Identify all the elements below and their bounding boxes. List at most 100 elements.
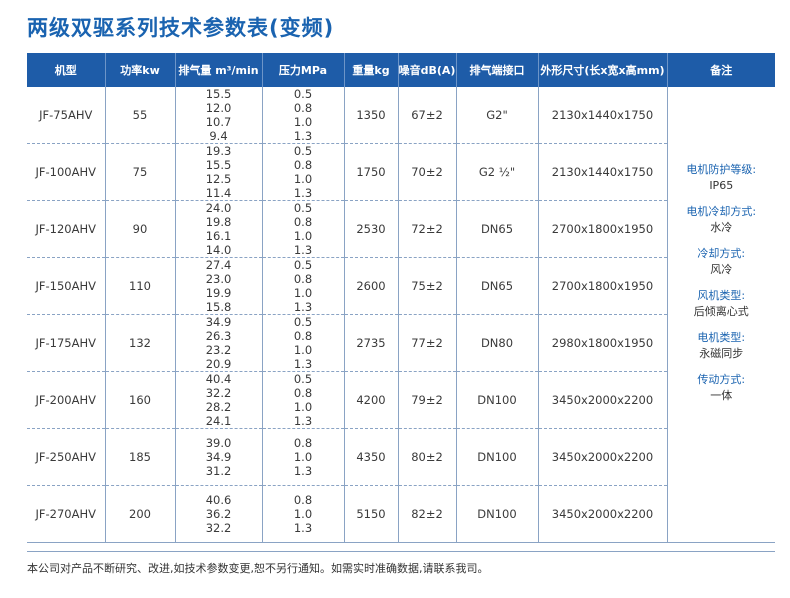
table-row: JF-100AHV 75 19.3 15.5 12.5 11.4 0.5 0.8 1.0 1.3 1… [27, 143, 775, 201]
cell-pressure: 0.5 0.8 1.0 1.3 [261, 200, 344, 258]
table-row: JF-120AHV 90 24.0 19.8 16.1 14.0 0.5 0.8 1.0 1.3 2… [27, 200, 775, 258]
cell-flow: 34.9 26.3 23.2 20.9 [174, 314, 262, 372]
cell-model: JF-250AHV [27, 428, 105, 486]
cell-pressure: 0.5 0.8 1.0 1.3 [261, 143, 344, 201]
cell-pressure-value: 0.5 [293, 144, 313, 158]
cell-flow-value: 32.2 [205, 521, 232, 535]
note-value: 后倾离心式 [693, 305, 749, 318]
cell-flow-value: 24.1 [205, 414, 232, 428]
note-label: 传动方式: [697, 373, 746, 386]
cell-pressure-value: 1.3 [293, 186, 313, 200]
cell-weight: 2530 [343, 200, 398, 258]
cell-power: 185 [104, 428, 175, 486]
cell-flow-value: 27.4 [205, 258, 232, 272]
table-row: JF-75AHV 55 15.5 12.0 10.7 9.4 0.5 0.8 1.0 1.3 135… [27, 87, 775, 543]
cell-port: DN100 [455, 371, 538, 429]
cell-pressure-value: 0.8 [293, 386, 313, 400]
cell-flow: 40.6 36.2 32.2 [174, 485, 262, 543]
cell-model: JF-150AHV [27, 257, 105, 315]
table-row: JF-175AHV 132 34.9 26.3 23.2 20.9 0.5 0.8 1.0 1.3… [27, 314, 775, 372]
cell-power: 110 [104, 257, 175, 315]
cell-pressure: 0.5 0.8 1.0 1.3 [261, 314, 344, 372]
cell-pressure-value: 0.8 [293, 272, 313, 286]
cell-pressure-value: 1.0 [293, 115, 313, 129]
cell-pressure-value: 0.5 [293, 315, 313, 329]
cell-dims: 3450x2000x2200 [537, 428, 667, 486]
cell-flow-value: 23.2 [205, 343, 232, 357]
cell-dims: 3450x2000x2200 [537, 371, 667, 429]
cell-pressure-value: 1.3 [293, 464, 313, 478]
cell-flow-value: 19.8 [205, 215, 232, 229]
cell-flow: 40.4 32.2 28.2 24.1 [174, 371, 262, 429]
table-row: JF-270AHV 200 40.6 36.2 32.2 0.8 1.0 1.3 5150 82±… [27, 485, 775, 543]
cell-noise: 77±2 [397, 314, 456, 372]
cell-flow-value: 16.1 [205, 229, 232, 243]
note-value: 水冷 [710, 221, 733, 234]
cell-flow-value: 14.0 [205, 243, 232, 257]
cell-noise: 79±2 [397, 371, 456, 429]
cell-flow-value: 19.3 [205, 144, 232, 158]
header-flow: 排气量 m³/min [174, 53, 262, 87]
cell-noise: 82±2 [397, 485, 456, 543]
cell-pressure: 0.5 0.8 1.0 1.3 [261, 257, 344, 315]
cell-flow-value: 40.6 [205, 493, 232, 507]
cell-flow: 15.5 12.0 10.7 9.4 [174, 87, 262, 144]
cell-pressure-value: 0.8 [293, 158, 313, 172]
note-item: 传动方式: 一体 [668, 372, 776, 404]
note-value: IP65 [709, 179, 734, 192]
note-item: 电机冷却方式: 水冷 [668, 204, 776, 236]
cell-model: JF-100AHV [27, 143, 105, 201]
cell-flow-value: 24.0 [205, 201, 232, 215]
note-label: 冷却方式: [697, 247, 746, 260]
cell-pressure-value: 0.8 [293, 329, 313, 343]
note-label: 电机冷却方式: [686, 205, 757, 218]
cell-pressure-value: 1.3 [293, 414, 313, 428]
cell-weight: 2600 [343, 257, 398, 315]
cell-dims: 2980x1800x1950 [537, 314, 667, 372]
cell-pressure-value: 1.0 [293, 400, 313, 414]
cell-power: 55 [104, 87, 175, 144]
cell-port: DN100 [455, 485, 538, 543]
cell-pressure-value: 0.8 [293, 101, 313, 115]
cell-weight: 5150 [343, 485, 398, 543]
cell-noise: 80±2 [397, 428, 456, 486]
note-value: 永磁同步 [699, 347, 744, 360]
cell-noise: 70±2 [397, 143, 456, 201]
page-title: 两级双驱系列技术参数表(变频) [27, 16, 335, 40]
cell-pressure-value: 0.5 [293, 87, 313, 101]
cell-power: 75 [104, 143, 175, 201]
cell-model: JF-270AHV [27, 485, 105, 543]
cell-pressure: 0.5 0.8 1.0 1.3 [261, 87, 344, 144]
cell-pressure-value: 0.8 [293, 493, 313, 507]
cell-flow-value: 9.4 [209, 129, 228, 143]
cell-pressure-value: 0.5 [293, 372, 313, 386]
cell-flow-value: 11.4 [205, 186, 232, 200]
note-value: 风冷 [710, 263, 733, 276]
cell-pressure-value: 0.5 [293, 201, 313, 215]
cell-flow: 27.4 23.0 19.9 15.8 [174, 257, 262, 315]
cell-pressure-value: 0.8 [293, 215, 313, 229]
cell-flow-value: 15.5 [205, 87, 232, 101]
table-row: JF-150AHV 110 27.4 23.0 19.9 15.8 0.5 0.8 1.0 1.3… [27, 257, 775, 315]
cell-flow-value: 31.2 [205, 464, 232, 478]
cell-power: 132 [104, 314, 175, 372]
table-header-row: 机型 功率kw 排气量 m³/min 压力MPa 重量kg 噪音dB(A) 排气… [27, 53, 775, 87]
note-item: 风机类型: 后倾离心式 [668, 288, 776, 320]
note-value: 一体 [710, 389, 733, 402]
cell-weight: 4200 [343, 371, 398, 429]
header-weight: 重量kg [343, 53, 398, 87]
cell-model: JF-75AHV [27, 87, 105, 144]
cell-pressure: 0.5 0.8 1.0 1.3 [261, 371, 344, 429]
cell-port: G2" [455, 87, 538, 144]
cell-power: 160 [104, 371, 175, 429]
cell-flow: 19.3 15.5 12.5 11.4 [174, 143, 262, 201]
cell-dims: 3450x2000x2200 [537, 485, 667, 543]
cell-flow-value: 32.2 [205, 386, 232, 400]
header-notes: 备注 [666, 53, 775, 87]
table-row: JF-200AHV 160 40.4 32.2 28.2 24.1 0.5 0.8 1.0 1.3… [27, 371, 775, 429]
cell-pressure-value: 1.0 [293, 172, 313, 186]
cell-flow-value: 15.8 [205, 300, 232, 314]
note-label: 风机类型: [697, 289, 746, 302]
cell-dims: 2700x1800x1950 [537, 257, 667, 315]
note-label: 电机类型: [697, 331, 746, 344]
